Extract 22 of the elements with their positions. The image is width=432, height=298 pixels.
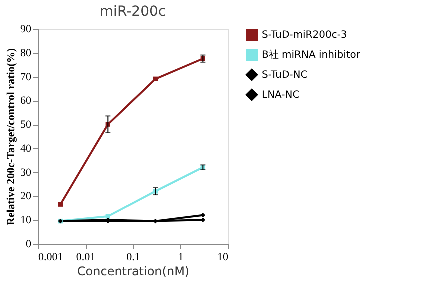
x-tick-label: 0.01 bbox=[76, 252, 96, 264]
y-axis-title: Relative 200c-Target/control ratio(%) bbox=[6, 48, 18, 226]
y-tick-label: 0 bbox=[26, 238, 32, 250]
y-tick-label: 50 bbox=[20, 119, 32, 132]
x-tick-label: 0.1 bbox=[126, 252, 140, 264]
y-tick-label: 70 bbox=[20, 71, 32, 84]
legend-label: S-TuD-NC bbox=[262, 70, 308, 81]
legend-label: S-TuD-miR200c-3 bbox=[262, 30, 348, 41]
y-tick-label: 10 bbox=[20, 214, 32, 227]
y-tick-label: 90 bbox=[20, 24, 32, 36]
y-tick-label: 30 bbox=[20, 166, 32, 179]
y-tick-label: 60 bbox=[20, 95, 32, 108]
y-tick-label: 20 bbox=[20, 190, 32, 203]
legend-label: B社 miRNA inhibitor bbox=[262, 49, 362, 61]
x-tick-label: 1 bbox=[178, 252, 184, 264]
y-tick-label: 40 bbox=[20, 142, 32, 155]
chart-title: miR-200c bbox=[100, 4, 166, 20]
y-tick-label: 80 bbox=[20, 47, 32, 60]
x-axis-title: Concentration(nM) bbox=[77, 264, 190, 278]
x-tick-label: 0.001 bbox=[38, 252, 64, 264]
legend-label: LNA-NC bbox=[262, 90, 300, 101]
x-tick-label: 10 bbox=[218, 252, 229, 264]
